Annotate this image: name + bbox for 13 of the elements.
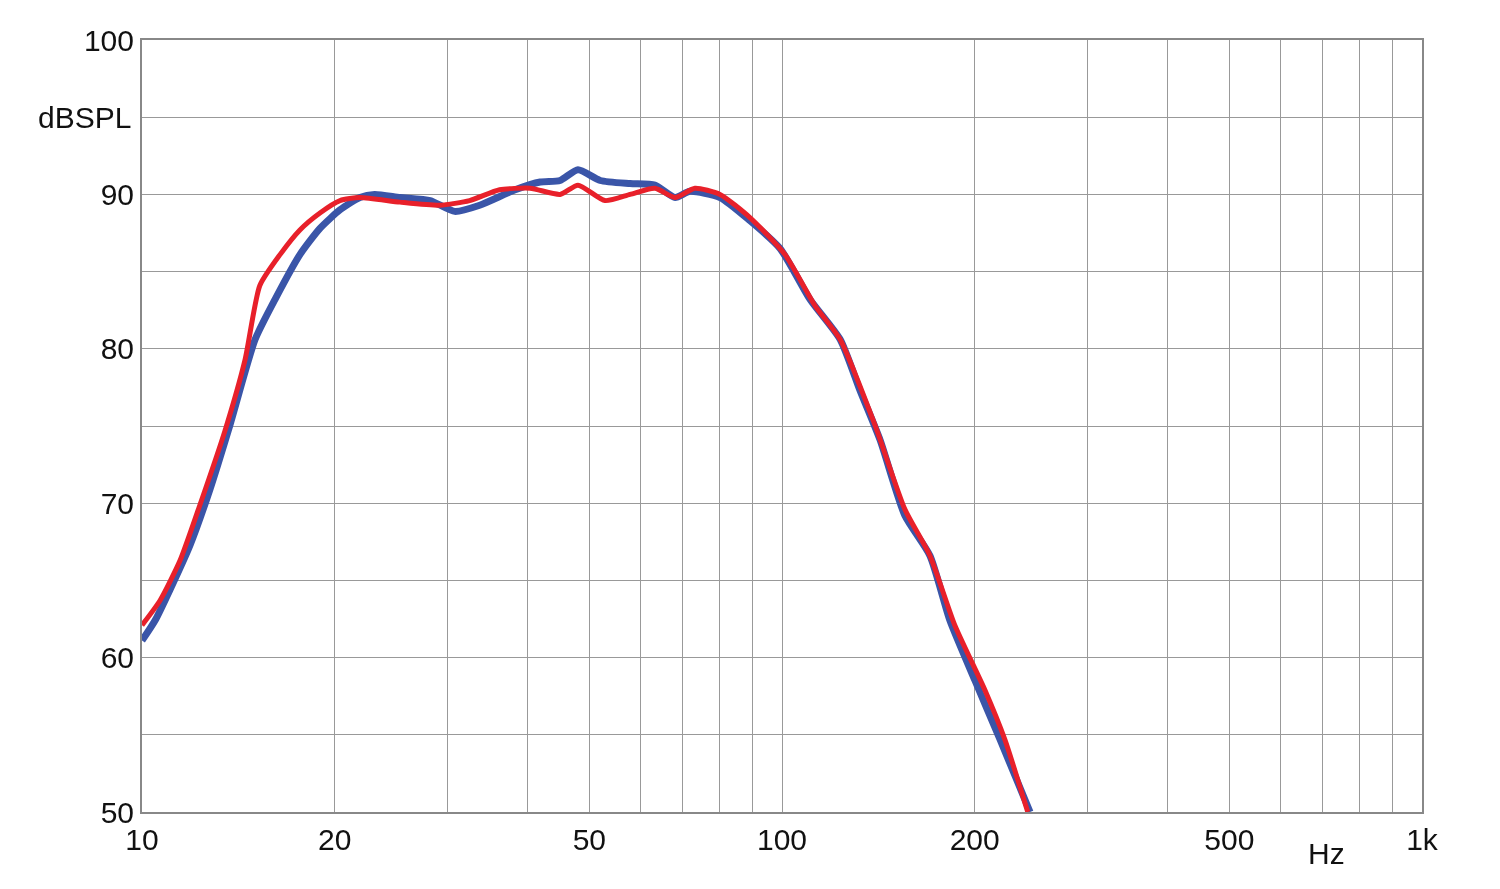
y-tick-label: 70 <box>100 486 134 520</box>
x-tick-label: 100 <box>756 823 808 856</box>
y-tick-label: 100 <box>83 23 134 57</box>
y-tick-label: 80 <box>100 332 134 366</box>
y-tick-label: 60 <box>100 641 134 675</box>
x-tick-label: 20 <box>317 823 352 856</box>
x-tick-label: 1k <box>1406 823 1439 856</box>
x-tick-label: 500 <box>1204 823 1255 856</box>
x-tick-label: 200 <box>949 823 1000 856</box>
y-tick-label: 90 <box>100 177 134 211</box>
x-axis-title: Hz <box>1308 837 1345 870</box>
x-tick-label: 50 <box>572 823 607 856</box>
y-axis-title: dBSPL <box>38 101 132 134</box>
